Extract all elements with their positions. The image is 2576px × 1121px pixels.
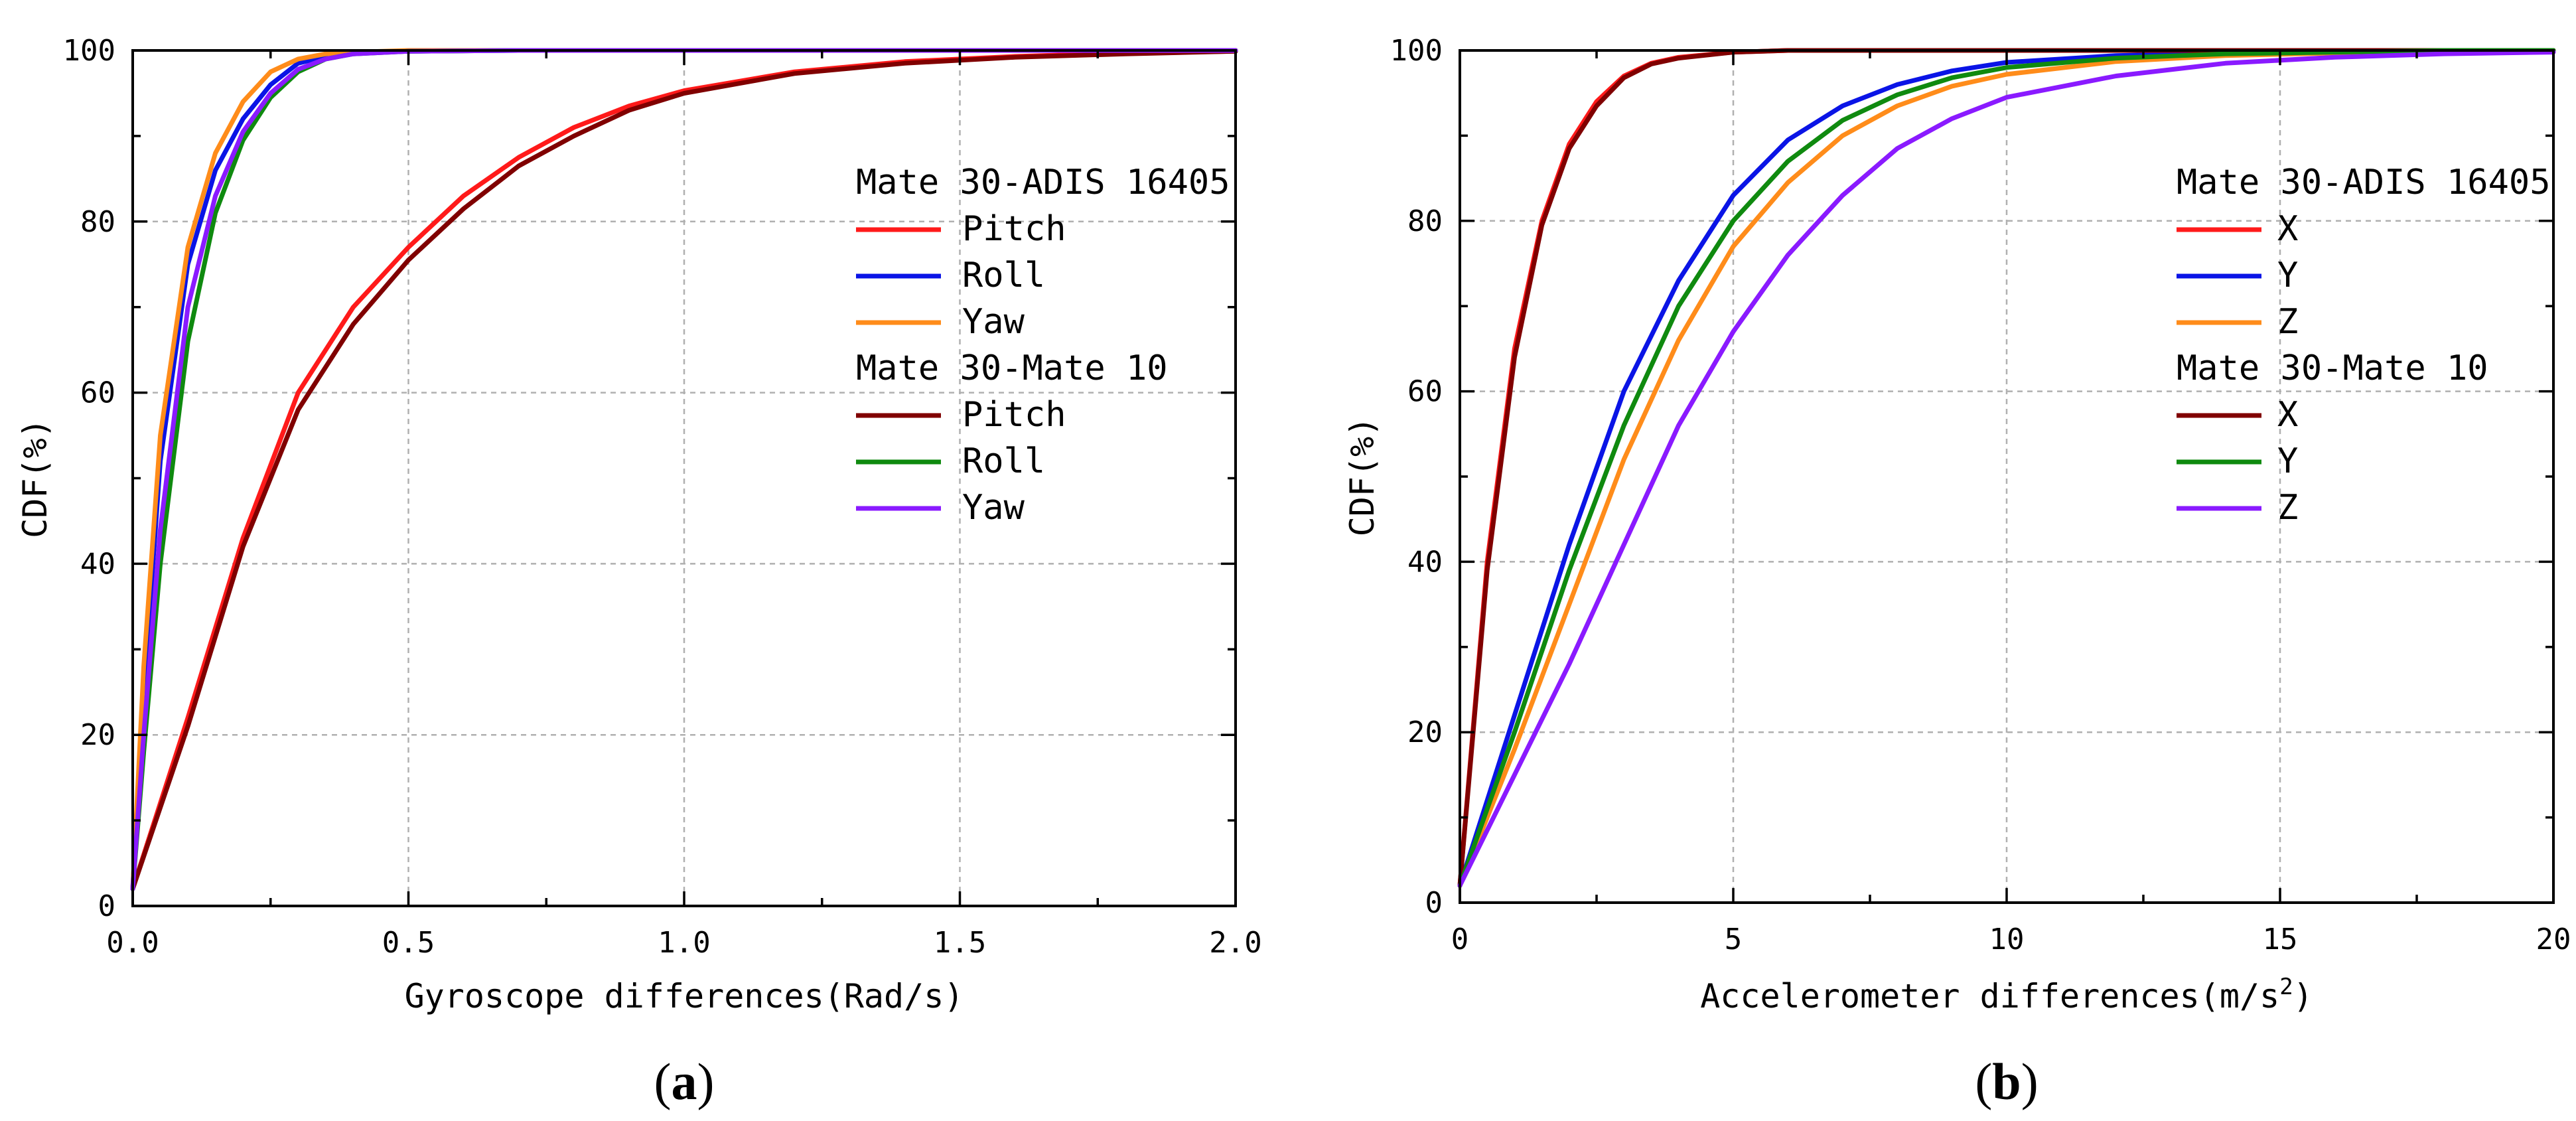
x-axis-title-suffix: ) [2293, 977, 2313, 1015]
legend-entry-label: X [2277, 209, 2298, 249]
legend-group-title: Mate 30-ADIS 16405 [856, 163, 1230, 202]
y-tick-label: 100 [1390, 34, 1443, 68]
legend-entry-label: Y [2277, 441, 2298, 481]
tick-labels: 0 5 10 15 20 0 20 40 60 80 100 [1390, 34, 2571, 956]
legend-entry-label: Roll [962, 441, 1045, 481]
legend-entry-label: Z [2277, 488, 2298, 528]
x-tick-label: 15 [2263, 923, 2298, 956]
y-tick-label: 20 [80, 718, 115, 752]
y-tick-label: 40 [80, 547, 115, 581]
y-tick-label: 0 [1425, 886, 1443, 920]
legend-entry-label: Yaw [962, 302, 1025, 342]
x-tick-label: 10 [1989, 923, 2025, 956]
axis-ticks [131, 49, 1237, 907]
legend-entry-label: Pitch [962, 395, 1066, 435]
y-tick-label: 20 [1407, 715, 1443, 749]
x-axis-title: Accelerometer differences(m/s2) [1700, 974, 2313, 1015]
x-tick-label: 0.0 [106, 926, 159, 960]
y-tick-label: 60 [1407, 375, 1443, 409]
y-tick-label: 60 [80, 376, 115, 410]
panel-label: (a) [654, 1053, 715, 1110]
grid [133, 50, 1236, 906]
legend-entry-label: Z [2277, 302, 2298, 342]
tick-labels: 0.0 0.5 1.0 1.5 2.0 0 20 40 60 80 100 [63, 34, 1262, 960]
y-tick-label: 80 [1407, 204, 1443, 238]
axis-ticks [1459, 49, 2555, 904]
x-axis-title-superscript: 2 [2279, 974, 2293, 1000]
x-tick-label: 2.0 [1209, 926, 1261, 960]
y-tick-label: 40 [1407, 545, 1443, 579]
legend: Mate 30-ADIS 16405 Pitch Roll Yaw Mate 30-Ma… [856, 163, 1230, 528]
x-tick-label: 0 [1451, 923, 1469, 956]
y-tick-label: 0 [98, 889, 116, 923]
y-axis-title: CDF(%) [16, 418, 54, 538]
y-tick-label: 100 [63, 34, 115, 68]
legend-group-title: Mate 30-Mate 10 [856, 348, 1168, 388]
legend-entry-label: X [2277, 395, 2298, 435]
legend-entry-label: Yaw [962, 488, 1025, 528]
legend-group-title: Mate 30-Mate 10 [2177, 348, 2488, 388]
chart-panel-b: 0 5 10 15 20 0 20 40 60 80 100 Accelerometer differ… [1343, 34, 2571, 1110]
legend-entry-label: Roll [962, 256, 1045, 295]
y-tick-label: 80 [80, 205, 115, 239]
legend-entry-label: Pitch [962, 209, 1066, 249]
x-tick-label: 20 [2536, 923, 2571, 956]
y-axis-title: CDF(%) [1343, 417, 1382, 537]
x-tick-label: 1.5 [934, 926, 986, 960]
x-tick-label: 1.0 [658, 926, 710, 960]
x-tick-label: 0.5 [382, 926, 435, 960]
legend-entry-label: Y [2277, 256, 2298, 295]
x-axis-title: Gyroscope differences(Rad/s) [405, 977, 964, 1015]
chart-panel-a: 0.0 0.5 1.0 1.5 2.0 0 20 40 60 80 100 Gyroscope dif… [16, 34, 1262, 1110]
panel-label: (b) [1975, 1053, 2038, 1110]
legend-group-title: Mate 30-ADIS 16405 [2177, 163, 2551, 202]
x-tick-label: 5 [1725, 923, 1743, 956]
